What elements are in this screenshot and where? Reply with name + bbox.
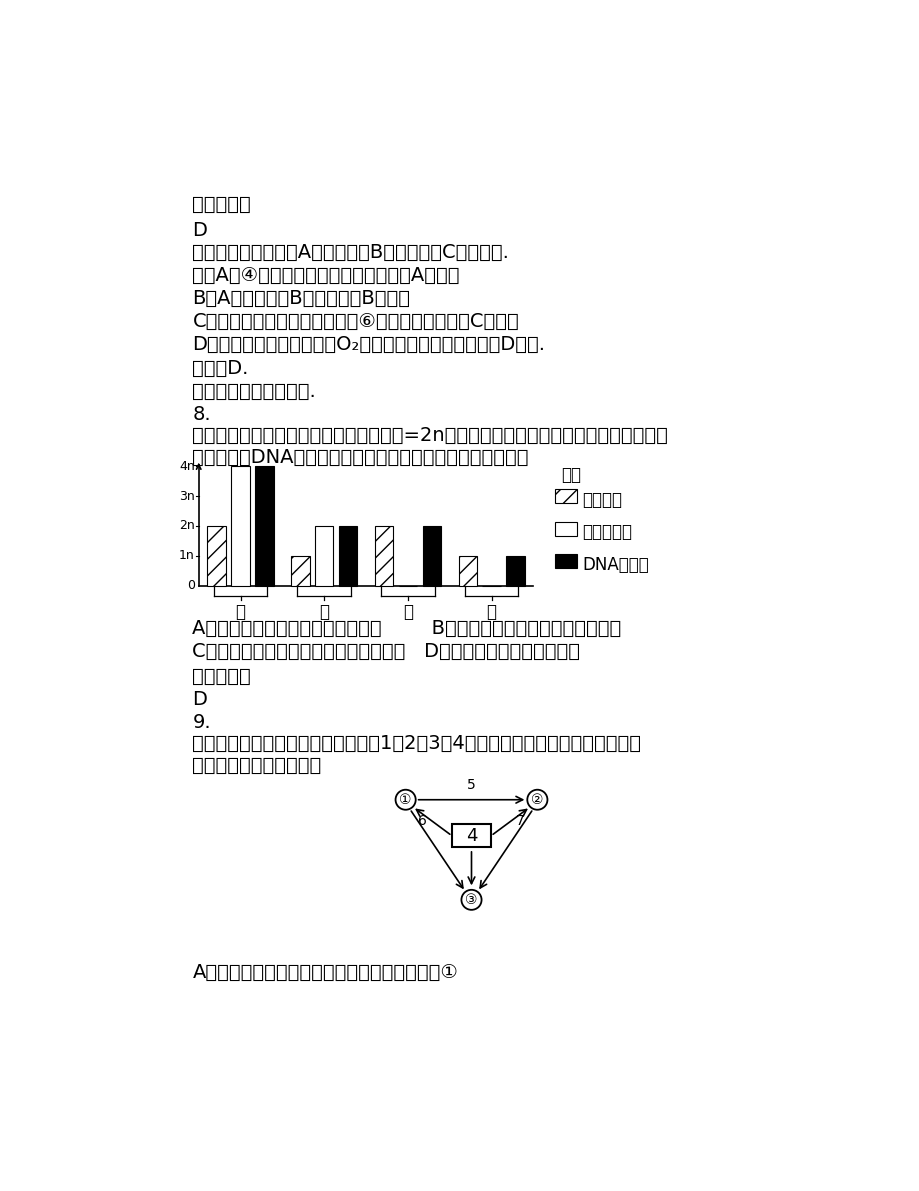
Bar xyxy=(290,556,309,586)
Text: 7: 7 xyxy=(516,815,524,828)
Text: 1n: 1n xyxy=(179,549,195,562)
Bar xyxy=(374,526,392,586)
Bar xyxy=(554,522,576,536)
Text: 列相关叙述正确的是（）: 列相关叙述正确的是（） xyxy=(192,756,322,775)
Text: 3n: 3n xyxy=(179,490,195,503)
Text: 下图为生态系统中碳循环的模式图，1、2、3、4分别代表生态系统的不同成分。下: 下图为生态系统中碳循环的模式图，1、2、3、4分别代表生态系统的不同成分。下 xyxy=(192,735,641,753)
Text: 8.: 8. xyxy=(192,405,210,424)
Bar xyxy=(458,556,476,586)
Text: C．丙图可表示有丝分裂间期的第一阶段   D．丁图可表示有丝分裂后期: C．丙图可表示有丝分裂间期的第一阶段 D．丁图可表示有丝分裂后期 xyxy=(192,642,580,661)
Text: 染色单体数: 染色单体数 xyxy=(582,523,631,541)
Bar xyxy=(207,526,225,586)
Circle shape xyxy=(527,790,547,810)
Bar xyxy=(231,467,249,586)
Text: 参考答案：: 参考答案： xyxy=(192,195,251,214)
Text: 丙: 丙 xyxy=(403,603,413,621)
Text: 乙: 乙 xyxy=(319,603,329,621)
Bar xyxy=(554,554,576,568)
Text: C、温室效应形成的主要原因是⑥化石燃料的燃烧，C错误；: C、温室效应形成的主要原因是⑥化石燃料的燃烧，C错误； xyxy=(192,312,518,331)
Text: ③: ③ xyxy=(465,893,477,906)
Text: 参考答案：: 参考答案： xyxy=(192,667,251,686)
Text: 丁: 丁 xyxy=(486,603,496,621)
Text: 下图中甲～丁为某动物（体细胞染色体数=2n）睾丸中细胞分裂不同时期的染色体数、染: 下图中甲～丁为某动物（体细胞染色体数=2n）睾丸中细胞分裂不同时期的染色体数、染 xyxy=(192,426,667,445)
Bar xyxy=(422,526,440,586)
Bar xyxy=(338,526,357,586)
Text: A．在食物链中占有碳元素最多的营养级可能是①: A．在食物链中占有碳元素最多的营养级可能是① xyxy=(192,964,458,981)
Text: 4: 4 xyxy=(465,827,477,844)
Text: D: D xyxy=(192,690,207,709)
Text: 2n: 2n xyxy=(179,519,195,532)
Circle shape xyxy=(395,790,415,810)
Text: D: D xyxy=(192,222,207,241)
Text: 色单体数和DNA分子数的比例图，关于此图叙述中错误的是：: 色单体数和DNA分子数的比例图，关于此图叙述中错误的是： xyxy=(192,448,528,467)
Text: 0: 0 xyxy=(187,579,195,592)
Text: DNA分子数: DNA分子数 xyxy=(582,556,649,574)
Text: ②: ② xyxy=(530,793,543,806)
Text: 故选：D.: 故选：D. xyxy=(192,358,249,378)
Bar xyxy=(255,467,273,586)
Text: 甲: 甲 xyxy=(235,603,245,621)
Text: 解：A、④过程代表生产者的呼吸作用，A错误；: 解：A、④过程代表生产者的呼吸作用，A错误； xyxy=(192,266,460,285)
Bar xyxy=(505,556,524,586)
Text: 试题分析：据表可知A是分解者，B是生产者，C是消费者.: 试题分析：据表可知A是分解者，B是生产者，C是消费者. xyxy=(192,243,509,262)
Text: 图例: 图例 xyxy=(560,467,580,485)
Text: 5: 5 xyxy=(467,778,475,792)
Text: A．甲图可表示减数第一次分裂前期        B．乙图可表示减数第二次分裂前期: A．甲图可表示减数第一次分裂前期 B．乙图可表示减数第二次分裂前期 xyxy=(192,619,621,637)
Bar xyxy=(314,526,333,586)
Text: D、疏松土壤可增加土壤中O₂，促进微生物的呼吸作用，D正确.: D、疏松土壤可增加土壤中O₂，促进微生物的呼吸作用，D正确. xyxy=(192,336,545,355)
Text: B、A是分解者，B是生产者，B错误；: B、A是分解者，B是生产者，B错误； xyxy=(192,289,410,308)
Text: 6: 6 xyxy=(418,815,426,828)
Text: ①: ① xyxy=(399,793,412,806)
Circle shape xyxy=(461,890,481,910)
Bar xyxy=(451,824,491,848)
Bar xyxy=(554,490,576,504)
Text: 9.: 9. xyxy=(192,712,210,731)
Text: 考点：生态系统的功能.: 考点：生态系统的功能. xyxy=(192,381,316,400)
Text: 4n: 4n xyxy=(179,460,195,473)
Text: 染色体数: 染色体数 xyxy=(582,491,621,509)
